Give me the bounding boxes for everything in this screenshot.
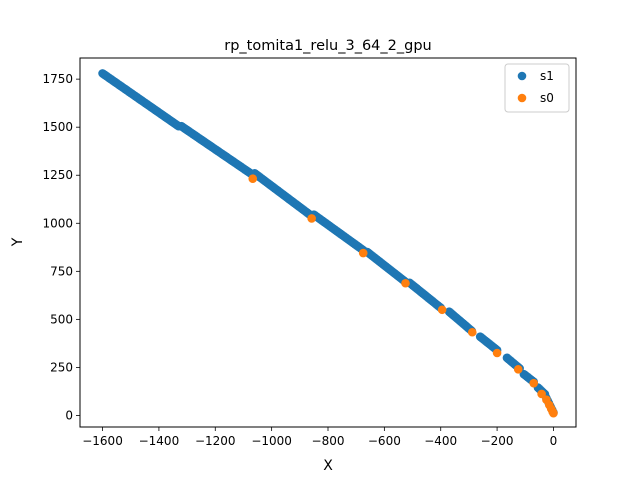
y-tick-label: 750 — [50, 264, 73, 278]
data-point-s0 — [358, 248, 368, 258]
y-tick-label: 1500 — [42, 120, 73, 134]
x-tick-label: −1400 — [139, 434, 180, 448]
y-tick-label: 1000 — [42, 216, 73, 230]
data-point-s0 — [513, 365, 523, 374]
x-axis-title: X — [323, 458, 333, 474]
data-point-s0 — [467, 327, 477, 337]
data-point-s0 — [549, 408, 558, 418]
data-point-s0 — [492, 348, 502, 358]
x-tick-label: −200 — [481, 434, 514, 448]
y-axis-title: Y — [10, 237, 26, 247]
data-point-s0 — [537, 389, 546, 399]
legend: s1 s0 — [504, 63, 570, 113]
legend-box — [504, 63, 570, 113]
y-tick-label: 500 — [50, 312, 73, 326]
data-point-s0 — [437, 305, 447, 315]
y-tick-label: 250 — [50, 360, 73, 374]
y-tick-label: 1250 — [42, 168, 73, 182]
legend-label-s1: s1 — [540, 69, 554, 83]
x-tick-label: −600 — [368, 434, 401, 448]
y-tick-label: 1750 — [42, 72, 73, 86]
x-axis: −1600 −1400 −1200 −1000 −800 −600 −400 −200 0 — [82, 427, 557, 448]
legend-marker-s1 — [517, 71, 527, 81]
x-tick-label: −1600 — [82, 434, 123, 448]
x-tick-label: 0 — [550, 434, 558, 448]
x-tick-label: −400 — [424, 434, 457, 448]
y-axis: 0 250 500 750 1000 1250 1500 1750 — [42, 72, 80, 422]
data-point-s0 — [529, 378, 539, 388]
x-tick-label: −1000 — [251, 434, 292, 448]
legend-marker-s0 — [517, 93, 527, 103]
data-marks — [98, 69, 558, 418]
x-tick-label: −1200 — [195, 434, 236, 448]
data-point-s0 — [307, 214, 316, 223]
x-tick-label: −800 — [312, 434, 345, 448]
y-tick-label: 0 — [65, 408, 73, 422]
legend-label-s0: s0 — [540, 91, 554, 105]
chart-title: rp_tomita1_relu_3_64_2_gpu — [224, 38, 431, 54]
data-point-s0 — [401, 278, 410, 288]
data-point-s0 — [248, 174, 258, 183]
